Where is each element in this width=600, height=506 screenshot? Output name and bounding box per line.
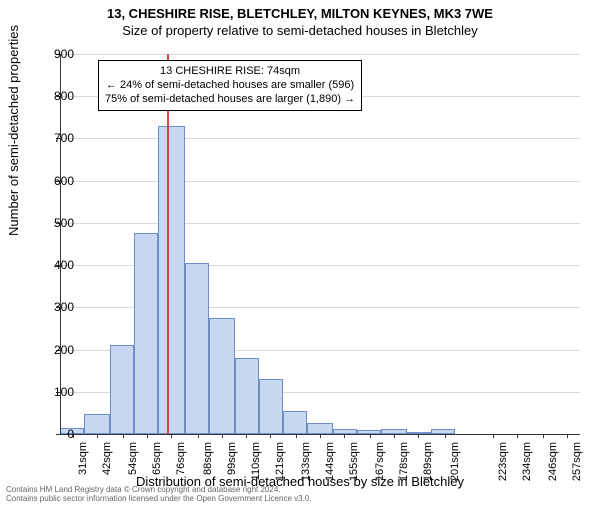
- xtick-mark: [171, 434, 172, 438]
- y-axis: [60, 54, 61, 434]
- xtick-mark: [246, 434, 247, 438]
- ytick-label: 600: [54, 174, 74, 188]
- xtick-mark: [517, 434, 518, 438]
- xtick-mark: [567, 434, 568, 438]
- histogram-bar: [235, 358, 259, 434]
- xtick-mark: [147, 434, 148, 438]
- page-subtitle: Size of property relative to semi-detach…: [0, 23, 600, 38]
- histogram-bar: [110, 345, 134, 434]
- ytick-label: 300: [54, 300, 74, 314]
- annotation-line-3: 75% of semi-detached houses are larger (…: [105, 93, 355, 107]
- annotation-line-1: 13 CHESHIRE RISE: 74sqm: [105, 65, 355, 79]
- xtick-mark: [418, 434, 419, 438]
- gridline: [60, 181, 580, 182]
- histogram-bar: [283, 411, 307, 434]
- ytick-label: 200: [54, 343, 74, 357]
- xtick-mark: [543, 434, 544, 438]
- annotation-line-2: ← 24% of semi-detached houses are smalle…: [105, 79, 355, 93]
- gridline: [60, 223, 580, 224]
- xtick-mark: [394, 434, 395, 438]
- xtick-label: 88sqm: [202, 442, 214, 475]
- ytick-label: 900: [54, 47, 74, 61]
- gridline: [60, 54, 580, 55]
- xtick-mark: [198, 434, 199, 438]
- xtick-mark: [123, 434, 124, 438]
- ytick-label: 700: [54, 131, 74, 145]
- xtick-mark: [370, 434, 371, 438]
- histogram-bar: [134, 233, 158, 434]
- histogram-bar: [209, 318, 235, 434]
- ytick-label: 800: [54, 89, 74, 103]
- xtick-mark: [222, 434, 223, 438]
- xtick-label: 31sqm: [77, 442, 89, 475]
- histogram-bar: [259, 379, 283, 434]
- histogram-bar: [84, 414, 110, 434]
- xtick-label: 65sqm: [151, 442, 163, 475]
- xtick-label: 42sqm: [101, 442, 113, 475]
- xtick-mark: [97, 434, 98, 438]
- page-title: 13, CHESHIRE RISE, BLETCHLEY, MILTON KEY…: [0, 6, 600, 21]
- xtick-mark: [493, 434, 494, 438]
- xtick-mark: [344, 434, 345, 438]
- xtick-mark: [270, 434, 271, 438]
- y-axis-label: Number of semi-detached properties: [6, 25, 21, 236]
- footer-attribution: Contains HM Land Registry data © Crown c…: [6, 486, 312, 504]
- xtick-mark: [320, 434, 321, 438]
- plot-area: 31sqm42sqm54sqm65sqm76sqm88sqm99sqm110sq…: [60, 54, 580, 434]
- ytick-label: 400: [54, 258, 74, 272]
- annotation-box: 13 CHESHIRE RISE: 74sqm← 24% of semi-det…: [98, 60, 362, 111]
- histogram-bar: [185, 263, 209, 434]
- xtick-mark: [296, 434, 297, 438]
- histogram-bar: [158, 126, 184, 434]
- ytick-label: 500: [54, 216, 74, 230]
- xtick-mark: [445, 434, 446, 438]
- ytick-label: 0: [67, 427, 74, 441]
- xtick-label: 54sqm: [127, 442, 139, 475]
- gridline: [60, 138, 580, 139]
- chart-area: 31sqm42sqm54sqm65sqm76sqm88sqm99sqm110sq…: [60, 54, 580, 434]
- xtick-label: 99sqm: [226, 442, 238, 475]
- histogram-bar: [307, 423, 333, 434]
- xtick-label: 76sqm: [175, 442, 187, 475]
- ytick-label: 100: [54, 385, 74, 399]
